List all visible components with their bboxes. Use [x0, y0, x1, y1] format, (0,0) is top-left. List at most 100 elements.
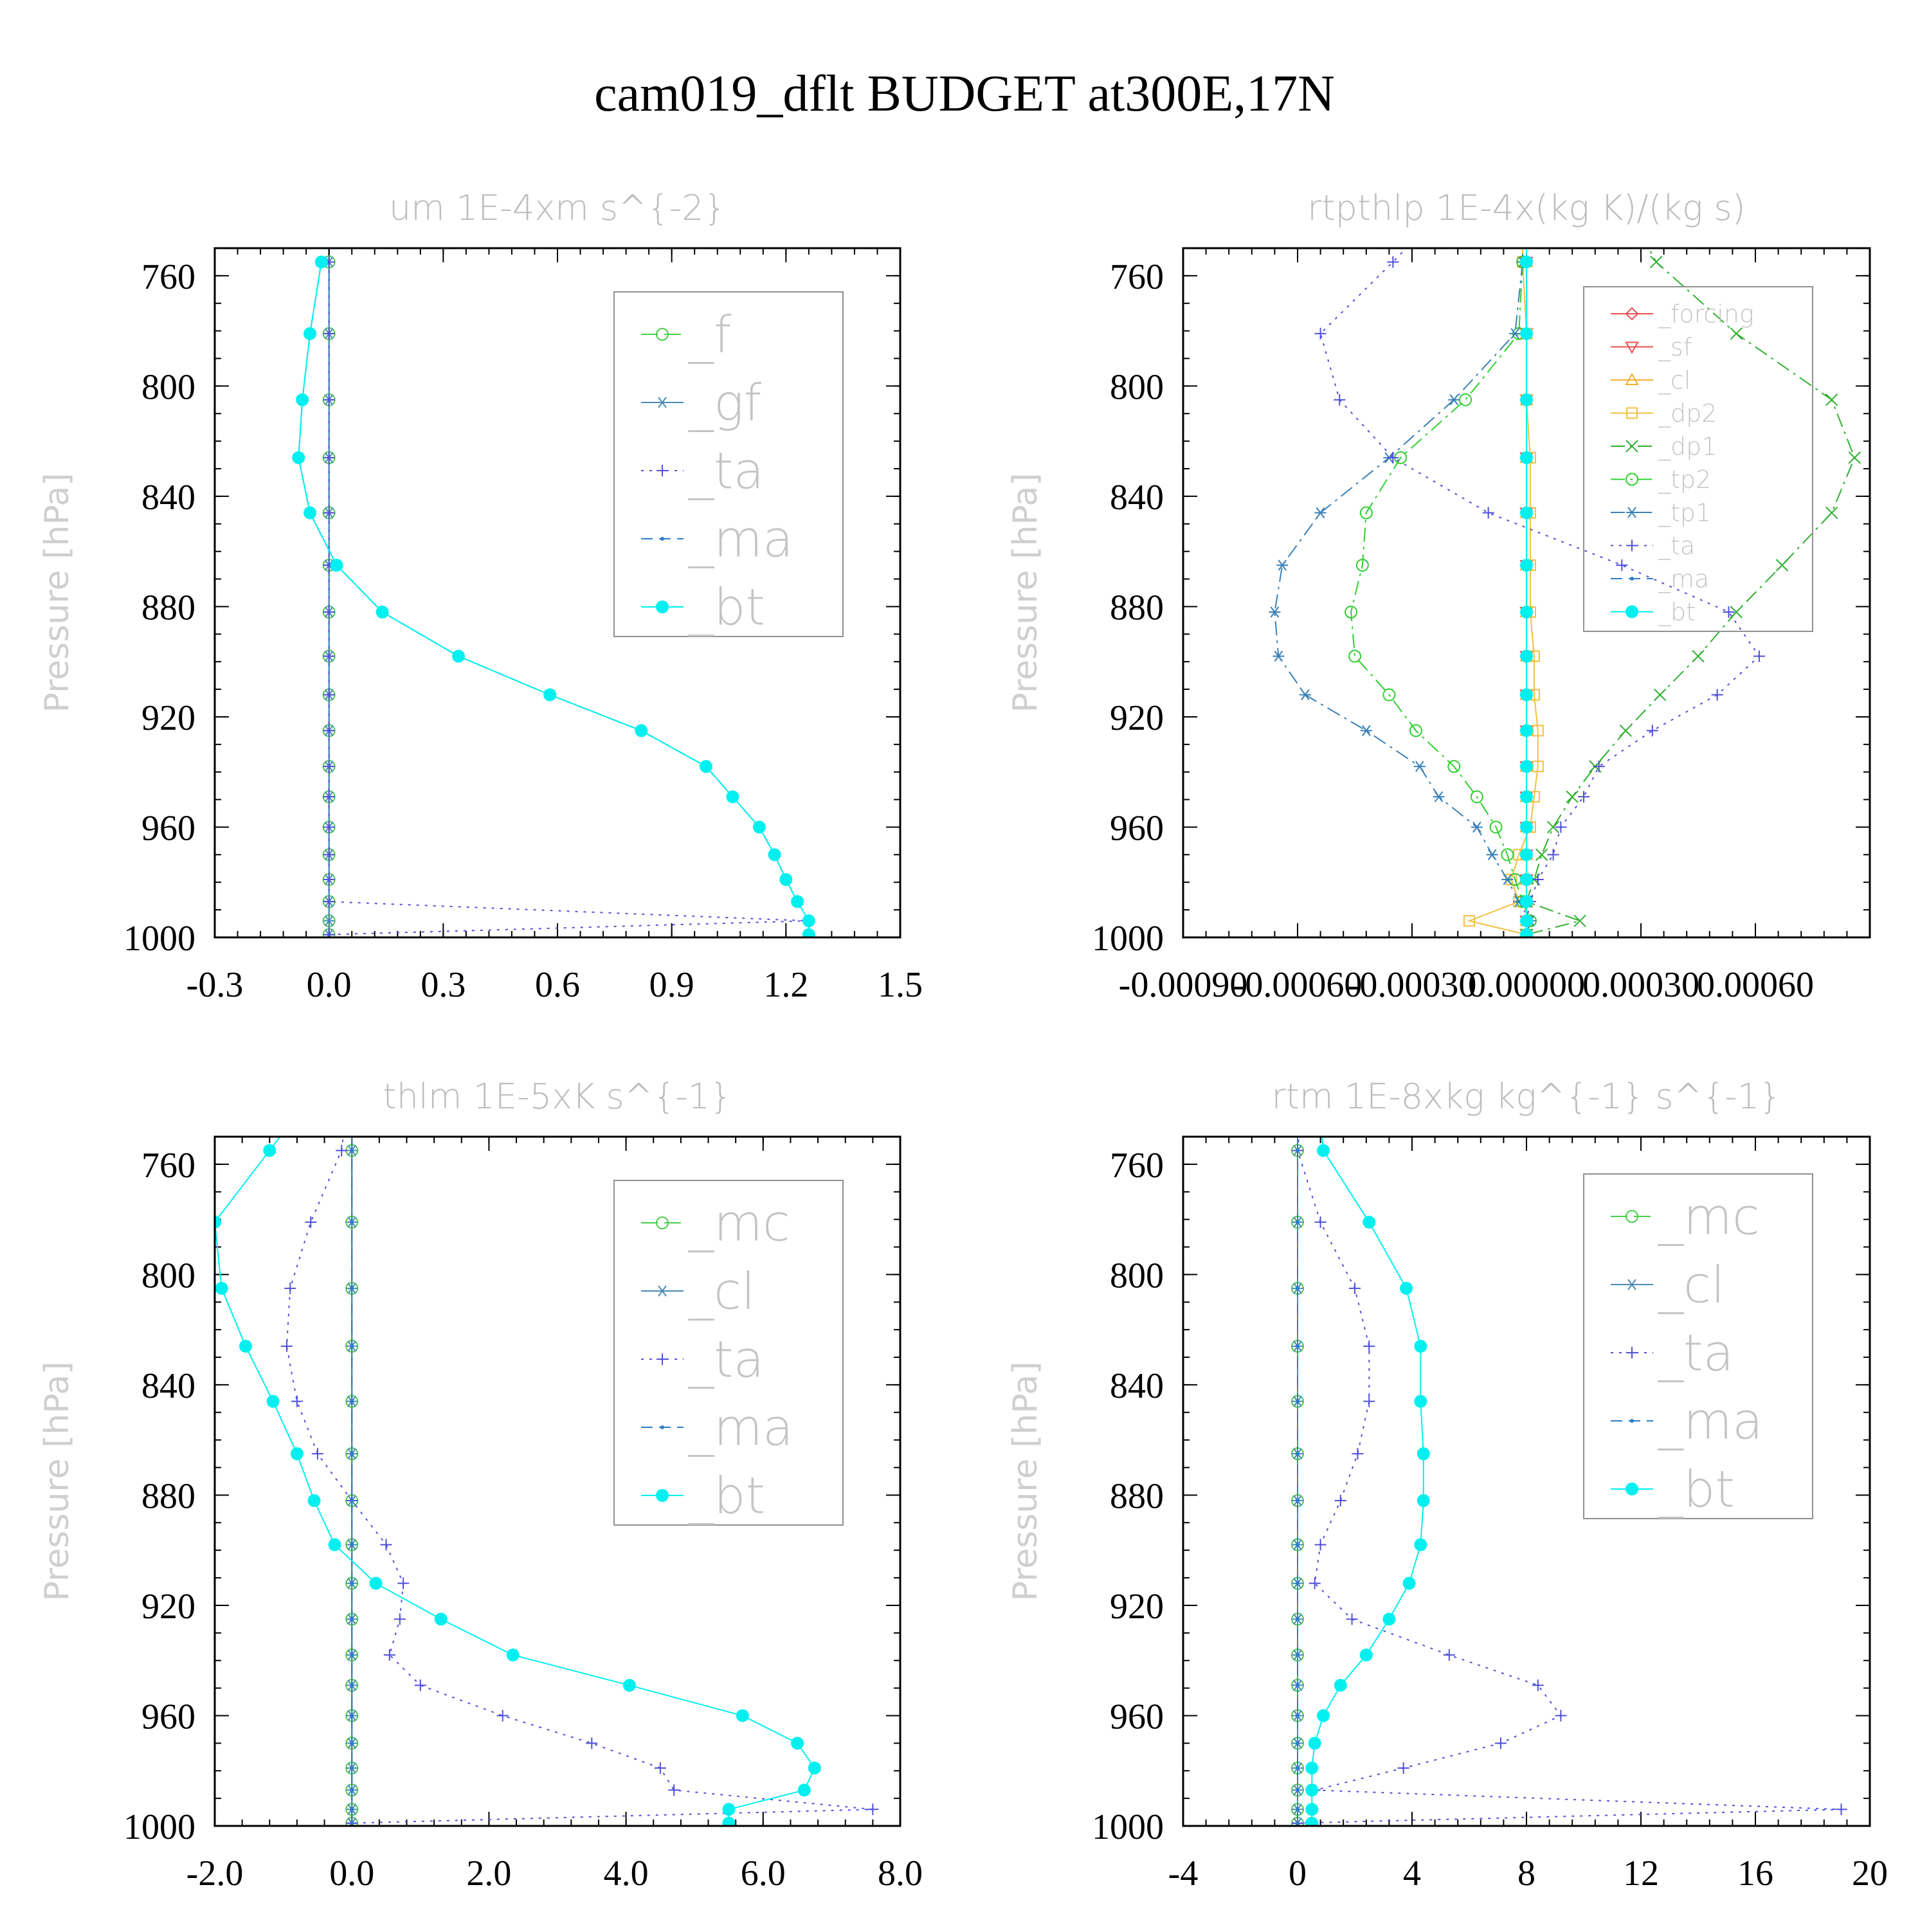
data-point: [1555, 1710, 1567, 1722]
legend-item: _sf: [1611, 333, 1692, 362]
data-point: [808, 1761, 821, 1774]
data-point: [1501, 874, 1514, 885]
data-point: [1578, 791, 1589, 803]
series-bt: [1520, 248, 1533, 937]
legend-label: _bt: [688, 579, 765, 636]
data-point: [1711, 689, 1723, 701]
legend-label: _ta: [1658, 1324, 1734, 1382]
y-tick-label: 800: [1110, 367, 1164, 407]
data-point: [1305, 1803, 1319, 1816]
data-point: [1520, 451, 1533, 464]
data-point: [290, 1447, 303, 1461]
data-point: [1363, 1340, 1375, 1352]
legend-item: _ta: [1611, 532, 1695, 561]
data-point: [350, 1452, 354, 1456]
legend-label: _dp2: [1658, 399, 1717, 428]
data-point: [779, 872, 793, 886]
data-point: [1520, 559, 1533, 572]
legend-marker: [1630, 1419, 1634, 1423]
data-point: [1414, 1339, 1427, 1353]
x-tick-label: 8.0: [878, 1854, 923, 1893]
data-point: [305, 1216, 317, 1228]
data-point: [1400, 1281, 1413, 1295]
panel-title: um 1E-4xm s^{-2}: [389, 188, 726, 228]
data-point: [1555, 821, 1567, 833]
x-tick-label: 1.2: [763, 965, 808, 1005]
plot-area: [292, 255, 815, 937]
legend-marker: [1626, 1347, 1638, 1359]
data-point: [1355, 559, 1369, 572]
legend-item: _tp1: [1611, 498, 1711, 527]
data-point: [1299, 689, 1311, 701]
data-point: [1334, 1679, 1347, 1692]
data-point: [350, 1344, 354, 1348]
y-tick-label: 920: [141, 698, 195, 738]
figure-title: cam019_dflt BUDGET at300E,17N: [594, 66, 1335, 122]
legend-marker: [656, 328, 669, 341]
data-point: [506, 1648, 520, 1662]
data-point: [1296, 1452, 1300, 1456]
data-point: [1520, 895, 1533, 908]
data-point: [303, 327, 317, 340]
x-tick-label: 0.3: [421, 965, 466, 1005]
legend-label: _ta: [688, 1331, 764, 1389]
data-point: [1402, 1576, 1416, 1590]
legend-item: _cl: [1611, 366, 1690, 395]
panel-title: rtpthlp 1E-4x(kg K)/(kg s): [1307, 188, 1745, 228]
panel-title: thlm 1E-5xK s^{-1}: [383, 1076, 732, 1117]
legend-marker: [1625, 341, 1639, 354]
data-point: [1509, 328, 1521, 339]
legend-marker: [1626, 1210, 1638, 1223]
data-point: [1305, 1761, 1319, 1774]
data-point: [1269, 606, 1281, 618]
data-point: [635, 724, 648, 737]
data-point: [654, 1762, 666, 1774]
legend-label: _cl: [1658, 1256, 1725, 1314]
data-point: [323, 393, 335, 406]
data-point: [1363, 1215, 1376, 1229]
data-point: [1547, 849, 1559, 861]
data-point: [1305, 1783, 1319, 1797]
y-tick-label: 960: [141, 808, 195, 848]
data-point: [496, 1710, 509, 1722]
data-point: [1825, 506, 1838, 519]
data-point: [291, 1395, 303, 1407]
data-point: [1520, 688, 1533, 701]
series-tp1: [1269, 248, 1536, 937]
x-tick-label: 0.00060: [1697, 965, 1814, 1005]
data-point: [1566, 790, 1579, 804]
data-point: [215, 1281, 228, 1295]
x-tick-label: 0.00000: [1468, 965, 1585, 1005]
y-axis-label: Pressure [hPa]: [38, 473, 77, 713]
data-point: [867, 1803, 879, 1816]
y-axis-label: Pressure [hPa]: [1006, 473, 1045, 713]
y-tick-label: 760: [141, 1146, 195, 1186]
legend-marker: [1626, 539, 1638, 552]
legend-marker: [656, 1216, 669, 1229]
data-point: [1520, 724, 1533, 737]
data-point: [1619, 724, 1632, 737]
data-point: [1296, 1788, 1300, 1792]
legend-box: [613, 291, 844, 637]
y-tick-label: 840: [1110, 478, 1164, 518]
data-point: [1520, 649, 1533, 663]
y-tick-label: 960: [141, 1697, 195, 1737]
legend-label: _ta: [1658, 532, 1695, 561]
data-point: [722, 1816, 736, 1826]
data-point: [1494, 1737, 1507, 1749]
data-point: [323, 689, 335, 701]
data-point: [350, 1499, 354, 1503]
x-tick-label: 8: [1517, 1854, 1535, 1893]
data-point: [336, 1144, 348, 1157]
legend-item: _ta: [641, 1331, 764, 1389]
data-point: [1573, 914, 1586, 927]
x-tick-label: 4.0: [604, 1854, 649, 1893]
data-point: [1346, 1613, 1358, 1625]
data-point: [369, 1576, 383, 1590]
data-point: [1317, 1709, 1330, 1722]
legend-marker: [1626, 1279, 1638, 1290]
data-point: [1753, 650, 1765, 662]
data-point: [1345, 606, 1358, 619]
